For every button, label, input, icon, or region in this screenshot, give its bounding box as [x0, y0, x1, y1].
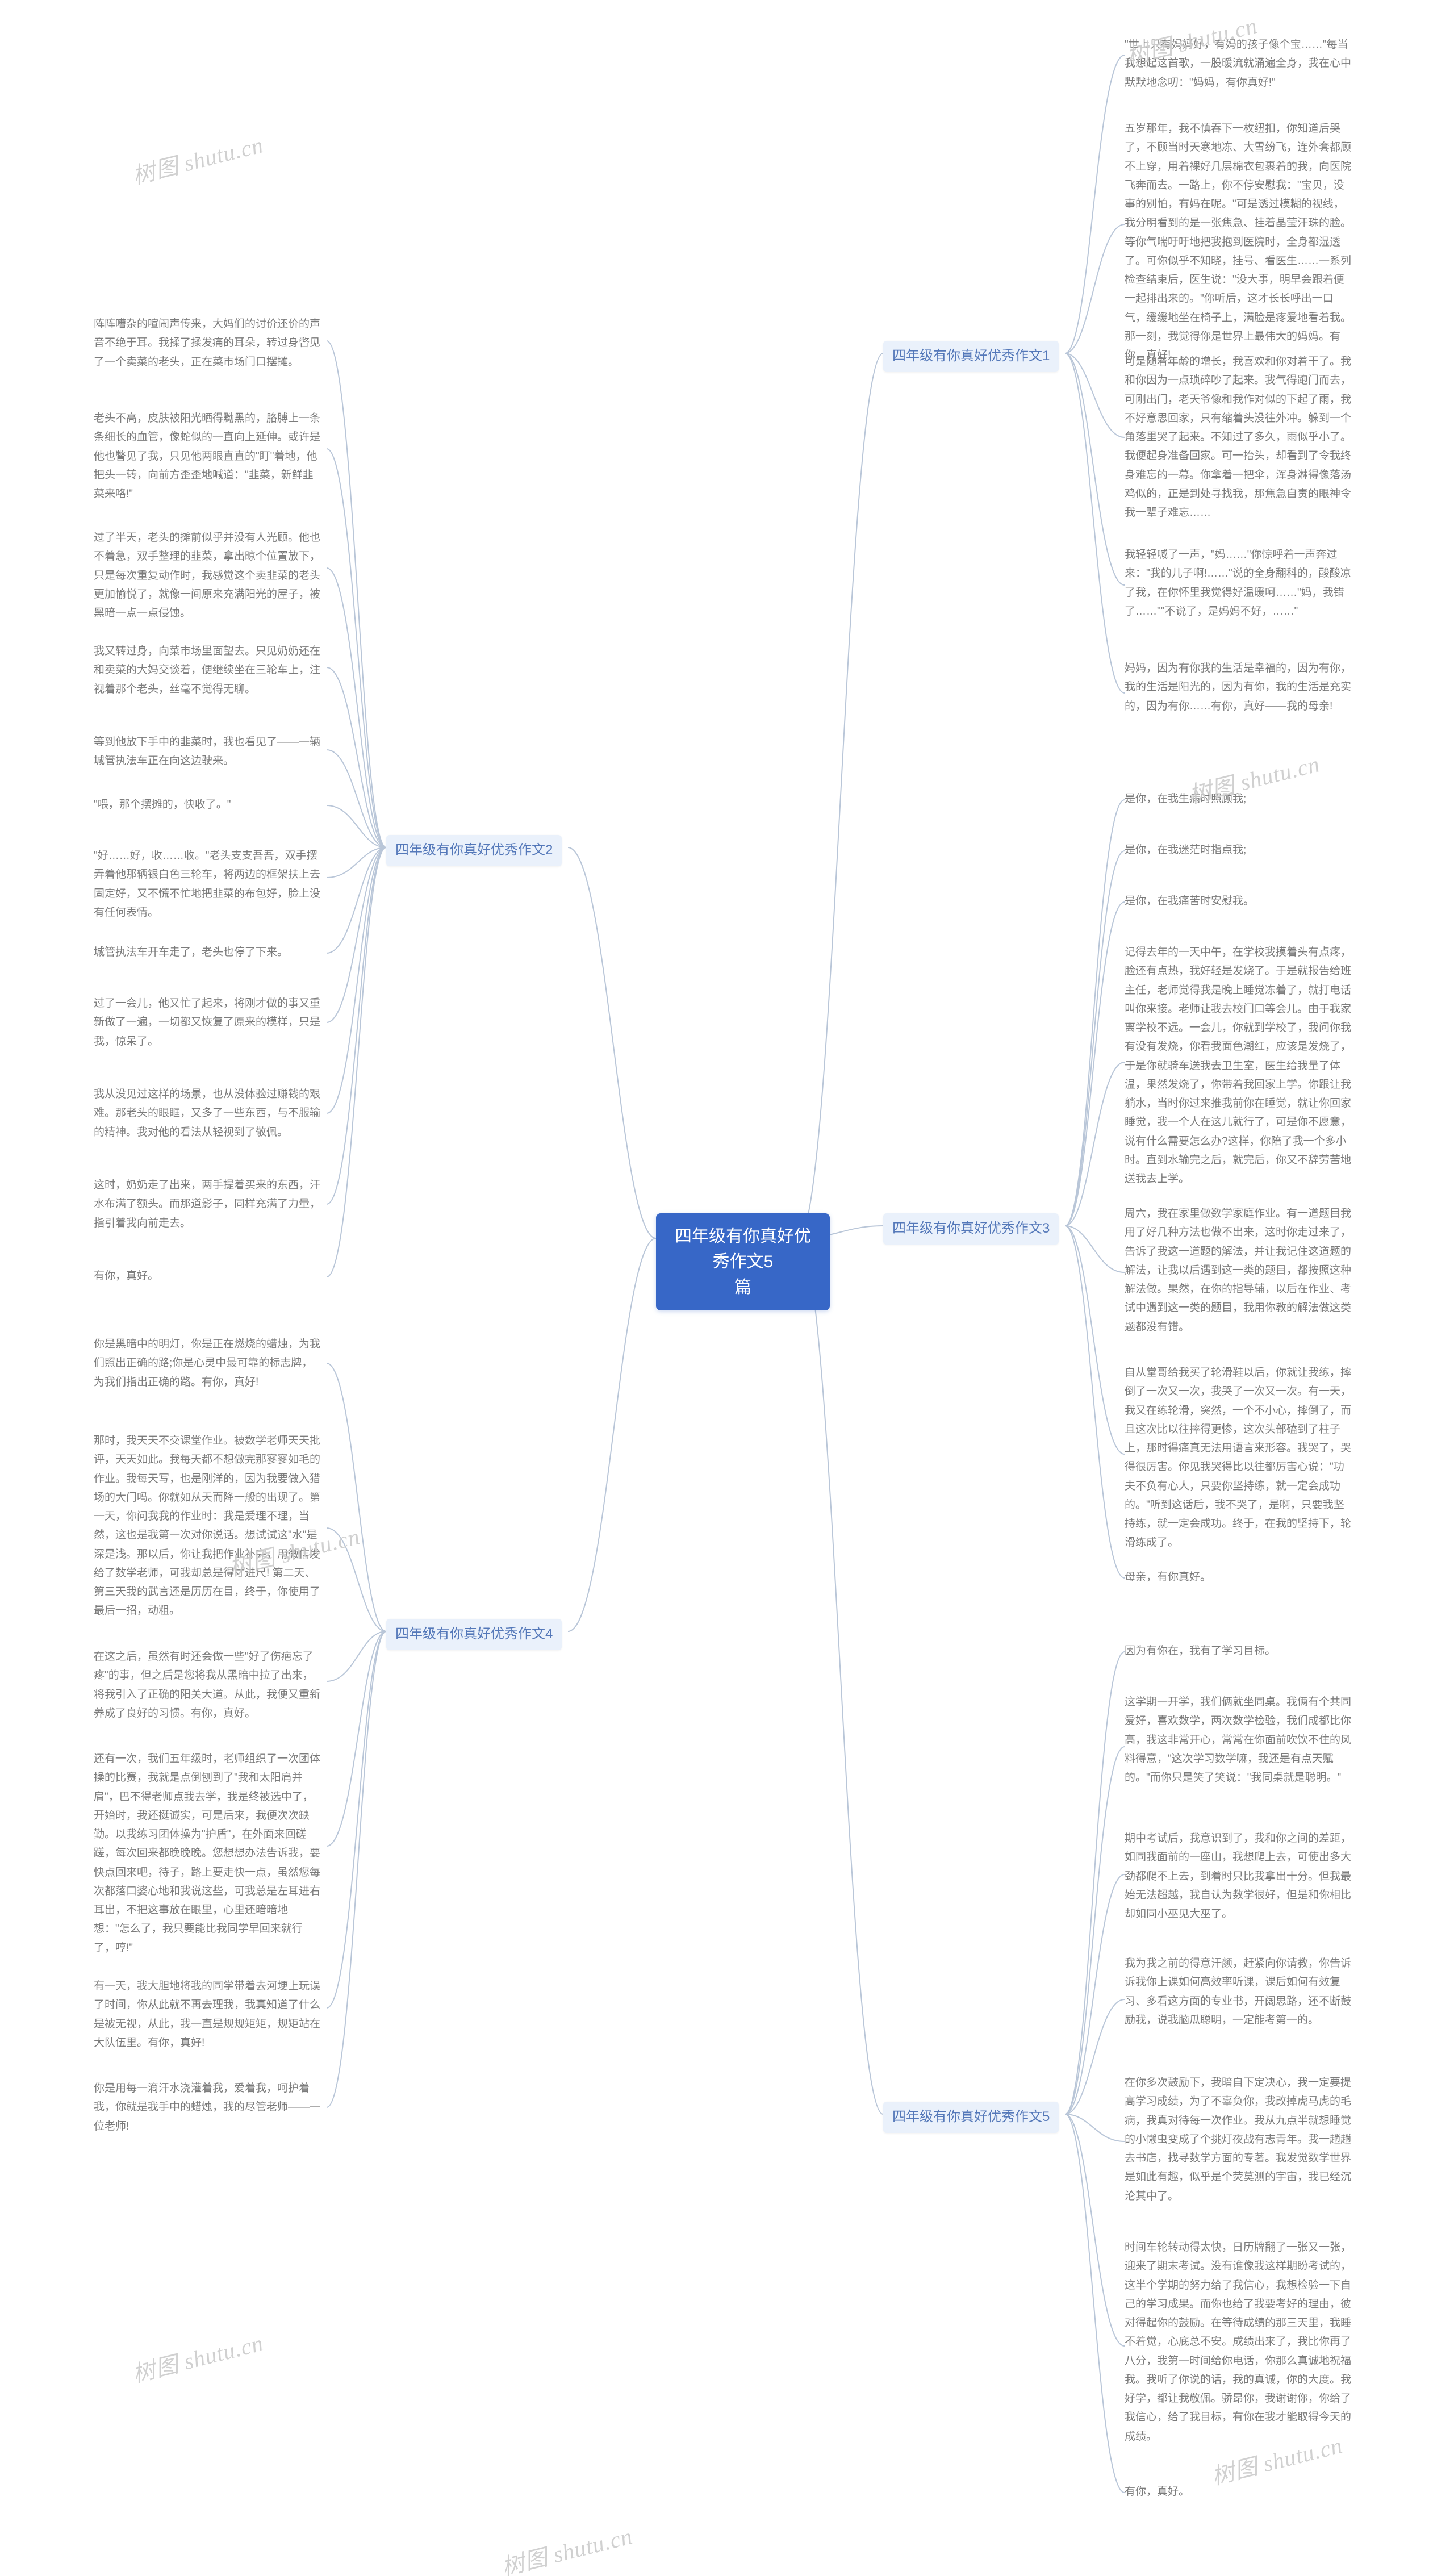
- leaf-text: 有一天，我大胆地将我的同学带着去河埂上玩误了时间，你从此就不再去理我，我真知道了…: [94, 1977, 321, 2052]
- watermark: 树图 shutu.cn: [128, 2324, 266, 2389]
- branch-node[interactable]: 四年级有你真好优秀作文4: [386, 1619, 562, 1650]
- leaf-text: 我从没见过这样的场景，也从没体验过赚钱的艰难。那老头的眼眶，又多了一些东西，与不…: [94, 1085, 321, 1142]
- leaf-text: 城管执法车开车走了，老头也停了下来。: [94, 943, 321, 962]
- leaf-text: "好……好，收……收。"老头支支吾吾，双手摆弄着他那辆银白色三轮车，将两边的框架…: [94, 846, 321, 922]
- leaf-text: 记得去年的一天中午，在学校我摸着头有点疼，脸还有点热，我好轻是发烧了。于是就报告…: [1125, 943, 1352, 1188]
- leaf-text: "喂，那个摆摊的，快收了。": [94, 795, 321, 814]
- leaf-text: 自从堂哥给我买了轮滑鞋以后，你就让我练，摔倒了一次又一次，我哭了一次又一次。有一…: [1125, 1363, 1352, 1552]
- leaf-text: 是你，在我迷茫时指点我;: [1125, 841, 1352, 859]
- leaf-text: 过了半天，老头的摊前似乎并没有人光顾。他也不着急，双手整理的韭菜，拿出晾个位置放…: [94, 528, 321, 623]
- leaf-text: 等到他放下手中的韭菜时，我也看见了——一辆城管执法车正在向这边驶来。: [94, 733, 321, 771]
- center-node[interactable]: 四年级有你真好优秀作文5 篇: [656, 1213, 830, 1310]
- leaf-text: 你是黑暗中的明灯，你是正在燃烧的蜡烛，为我们照出正确的路;你是心灵中最可靠的标志…: [94, 1335, 321, 1392]
- leaf-text: 有你，真好。: [94, 1267, 321, 1285]
- leaf-text: "世上只有妈妈好，有妈的孩子像个宝……"每当我想起这首歌，一股暖流就涌遍全身，我…: [1125, 35, 1352, 92]
- branch-node[interactable]: 四年级有你真好优秀作文3: [883, 1213, 1059, 1245]
- leaf-text: 过了一会儿，他又忙了起来，将刚才做的事又重新做了一遍，一切都又恢复了原来的模样，…: [94, 994, 321, 1051]
- mindmap-canvas: 四年级有你真好优秀作文5 篇 四年级有你真好优秀作文1 "世上只有妈妈好，有妈的孩子…: [0, 0, 1454, 2576]
- leaf-text: 这时，奶奶走了出来，两手提着买来的东西，汗水布满了额头。而那道影子，同样充满了力…: [94, 1176, 321, 1233]
- leaf-text: 可是随着年龄的增长，我喜欢和你对着干了。我和你因为一点琐碎吵了起来。我气得跑门而…: [1125, 352, 1352, 522]
- leaf-text: 在这之后，虽然有时还会做一些"好了伤疤忘了疼"的事，但之后是您将我从黑暗中拉了出…: [94, 1647, 321, 1723]
- branch-node[interactable]: 四年级有你真好优秀作文1: [883, 341, 1059, 372]
- leaf-text: 有你，真好。: [1125, 2482, 1352, 2501]
- leaf-text: 周六，我在家里做数学家庭作业。有一道题目我用了好几种方法也做不出来，这时你走过来…: [1125, 1204, 1352, 1337]
- leaf-text: 我又转过身，向菜市场里面望去。只见奶奶还在和卖菜的大妈交谈着，便继续坐在三轮车上…: [94, 642, 321, 699]
- leaf-text: 那时，我天天不交课堂作业。被数学老师天天批评，天天如此。我每天都不想做完那寥寥如…: [94, 1431, 321, 1621]
- branch-node[interactable]: 四年级有你真好优秀作文5: [883, 2102, 1059, 2133]
- leaf-text: 母亲，有你真好。: [1125, 1568, 1352, 1586]
- leaf-text: 妈妈，因为有你我的生活是幸福的，因为有你，我的生活是阳光的，因为有你，我的生活是…: [1125, 659, 1352, 716]
- leaf-text: 期中考试后，我意识到了，我和你之间的差距，如同我面前的一座山，我想爬上去，可使出…: [1125, 1829, 1352, 1923]
- leaf-text: 五岁那年，我不慎吞下一枚纽扣，你知道后哭了，不顾当时天寒地冻、大雪纷飞，连外套都…: [1125, 119, 1352, 365]
- leaf-text: 是你，在我痛苦时安慰我。: [1125, 892, 1352, 911]
- leaf-text: 时间车轮转动得太快，日历牌翻了一张又一张，迎来了期末考试。没有谁像我这样期盼考试…: [1125, 2238, 1352, 2446]
- leaf-text: 这学期一开学，我们俩就坐同桌。我俩有个共同爱好，喜欢数学，两次数学检验，我们成都…: [1125, 1693, 1352, 1787]
- branch-node[interactable]: 四年级有你真好优秀作文2: [386, 835, 562, 866]
- leaf-text: 我为我之前的得意汗颜，赶紧向你请教，你告诉诉我你上课如何高效率听课，课后如何有效…: [1125, 1954, 1352, 2030]
- watermark: 树图 shutu.cn: [498, 2517, 635, 2576]
- watermark: 树图 shutu.cn: [128, 126, 266, 190]
- leaf-text: 是你，在我生病时照顾我;: [1125, 790, 1352, 808]
- leaf-text: 你是用每一滴汗水浇灌着我，爱着我，呵护着我，你就是我手中的蜡烛，我的尽管老师——…: [94, 2079, 321, 2136]
- leaf-text: 在你多次鼓励下，我暗自下定决心，我一定要提高学习成绩，为了不辜负你，我改掉虎马虎…: [1125, 2073, 1352, 2206]
- leaf-text: 阵阵嘈杂的喧闹声传来，大妈们的讨价还价的声音不绝于耳。我揉了揉发痛的耳朵，转过身…: [94, 315, 321, 371]
- leaf-text: 还有一次，我们五年级时，老师组织了一次团体操的比赛，我就是点倒刨到了"我和太阳肩…: [94, 1750, 321, 1957]
- leaf-text: 老头不高，皮肤被阳光晒得黝黑的，胳膊上一条条细长的血管，像蛇似的一直向上延伸。或…: [94, 409, 321, 503]
- leaf-text: 我轻轻喊了一声，"妈……"你惊呼着一声奔过来："我的儿子啊!……"说的全身翻科的…: [1125, 545, 1352, 621]
- leaf-text: 因为有你在，我有了学习目标。: [1125, 1642, 1352, 1660]
